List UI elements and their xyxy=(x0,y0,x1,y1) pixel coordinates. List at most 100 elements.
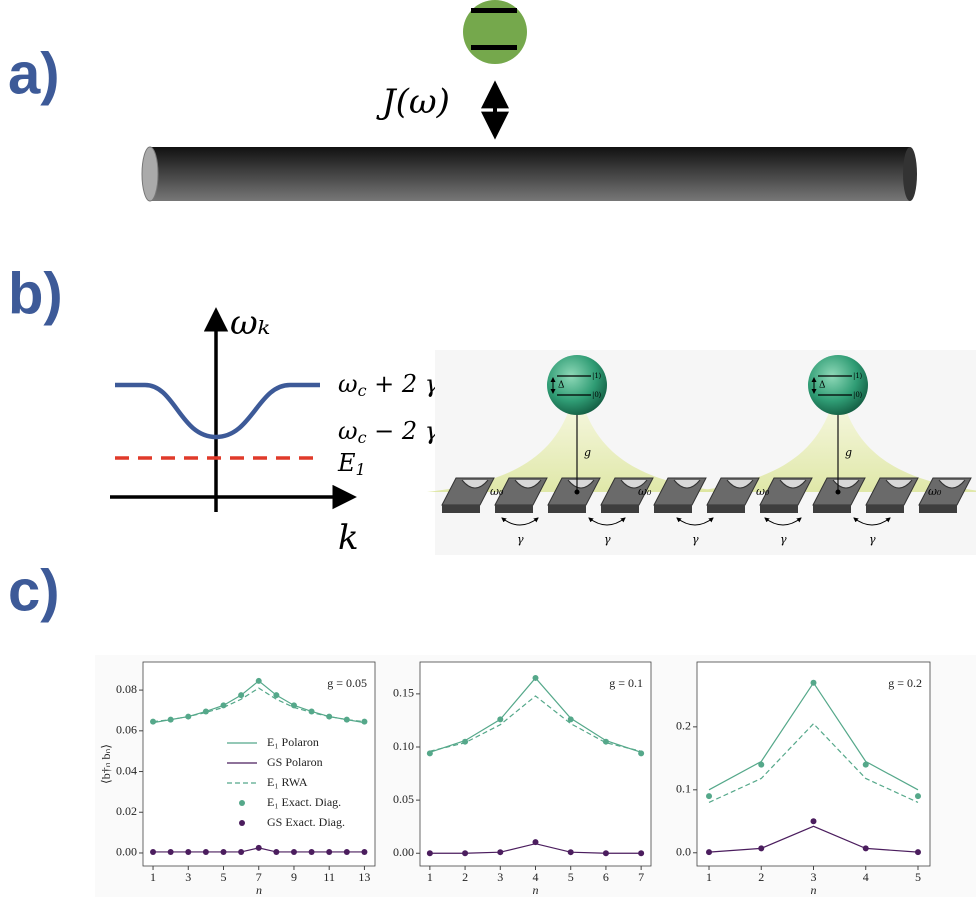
resonator-notch xyxy=(779,479,807,489)
y-tick-label: 0.05 xyxy=(393,792,414,806)
x-tick-label: 3 xyxy=(497,870,503,884)
data-point xyxy=(290,702,297,709)
data-point xyxy=(638,850,645,857)
hopping-arrow xyxy=(501,517,539,526)
annotation: g = 0.2 xyxy=(888,676,922,690)
waveguide xyxy=(141,146,917,202)
data-point xyxy=(290,848,297,855)
data-point xyxy=(185,713,192,720)
data-point xyxy=(810,679,817,686)
resonator-face xyxy=(601,505,639,513)
data-point xyxy=(426,850,433,857)
hopping-arrow xyxy=(676,517,714,526)
data-point xyxy=(532,839,539,846)
data-line xyxy=(708,722,919,803)
resonator-face xyxy=(919,505,957,513)
dispersion-plot xyxy=(110,307,357,512)
resonator-face xyxy=(813,505,851,513)
lattice-diagram: |1⟩ |0⟩ Δg |1⟩ |0⟩ Δg ω₀ ω₀ ω₀ ω₀ γ γ γ γ γ xyxy=(427,350,976,555)
panel-label: b) xyxy=(8,261,63,326)
x-tick-label: 9 xyxy=(291,870,297,884)
atom xyxy=(808,355,868,415)
data-point xyxy=(308,708,315,715)
x-tick-label: 6 xyxy=(603,870,609,884)
plot-frame xyxy=(142,661,376,867)
site-dot xyxy=(574,489,580,495)
energy-label: E1 xyxy=(337,449,366,479)
atom xyxy=(547,355,607,415)
data-point xyxy=(426,750,433,757)
resonator-face xyxy=(548,505,586,513)
panel-label: c) xyxy=(8,558,60,623)
x-tick-label: 4 xyxy=(863,870,869,884)
x-tick-label: 11 xyxy=(323,870,335,884)
x-tick-label: 4 xyxy=(533,870,539,884)
panel-label: a) xyxy=(8,41,60,106)
data-point xyxy=(150,848,157,855)
legend-label: E₁ RWA xyxy=(267,775,308,789)
band-edge-label: ωc − 2 γ xyxy=(338,417,440,447)
level-label: |1⟩ xyxy=(853,372,863,380)
y-tick-label: 0.2 xyxy=(676,719,691,733)
y-tick-label: 0.1 xyxy=(676,782,691,796)
x-tick-label: 3 xyxy=(185,870,191,884)
y-tick-label: 0.08 xyxy=(116,682,137,696)
data-point xyxy=(238,692,245,699)
data-point xyxy=(343,716,350,723)
data-point xyxy=(862,845,869,852)
x-tick-label: 5 xyxy=(221,870,227,884)
data-point xyxy=(567,849,574,856)
y-tick-label: 0.00 xyxy=(116,845,137,859)
y-tick-label: 0.02 xyxy=(116,804,137,818)
resonator-face xyxy=(654,505,692,513)
legend-label: E₁ Exact. Diag. xyxy=(267,795,341,809)
data-point xyxy=(462,850,469,857)
y-tick-label: 0.04 xyxy=(116,763,137,777)
y-tick-label: 0.06 xyxy=(116,723,137,737)
field-cone xyxy=(688,410,976,492)
y-axis-label: ⟨b†ₙ bₙ⟩ xyxy=(99,744,113,784)
band-edge-label: ωc + 2 γ xyxy=(338,370,440,400)
site-dot xyxy=(835,489,841,495)
x-axis-label: n xyxy=(256,883,262,897)
data-point xyxy=(326,848,333,855)
x-tick-label: 1 xyxy=(150,870,156,884)
coupling-label: J(ω) xyxy=(376,82,450,122)
site-label: ω₀ xyxy=(756,485,770,498)
data-point xyxy=(220,848,227,855)
x-tick-label: 7 xyxy=(256,870,262,884)
x-tick-label: 5 xyxy=(568,870,574,884)
data-point xyxy=(361,848,368,855)
data-point xyxy=(343,848,350,855)
data-point xyxy=(238,848,245,855)
data-point xyxy=(202,848,209,855)
data-line xyxy=(708,825,919,853)
x-tick-label: 13 xyxy=(358,870,370,884)
resonator-notch xyxy=(514,479,542,489)
data-point xyxy=(567,716,574,723)
data-point xyxy=(361,718,368,725)
x-tick-label: 3 xyxy=(811,870,817,884)
x-tick-label: 7 xyxy=(638,870,644,884)
data-point xyxy=(326,713,333,720)
resonator-face xyxy=(495,505,533,513)
data-point xyxy=(273,692,280,699)
data-point xyxy=(758,845,765,852)
legend-marker xyxy=(239,820,245,826)
x-tick-label: 2 xyxy=(758,870,764,884)
resonator-notch xyxy=(673,479,701,489)
data-point xyxy=(706,793,713,800)
resonator-notch xyxy=(567,479,595,489)
site-label: ω₀ xyxy=(928,485,942,498)
axis-label: ωₖ xyxy=(230,303,270,343)
x-tick-label: 5 xyxy=(915,870,921,884)
gap-label: Δ xyxy=(558,381,565,391)
emitter xyxy=(463,0,527,64)
resonator-face xyxy=(866,505,904,513)
data-point xyxy=(914,849,921,856)
level-label: |0⟩ xyxy=(853,391,863,399)
hopping-arrow xyxy=(588,517,626,526)
data-point xyxy=(167,716,174,723)
hopping-arrow xyxy=(853,517,891,526)
